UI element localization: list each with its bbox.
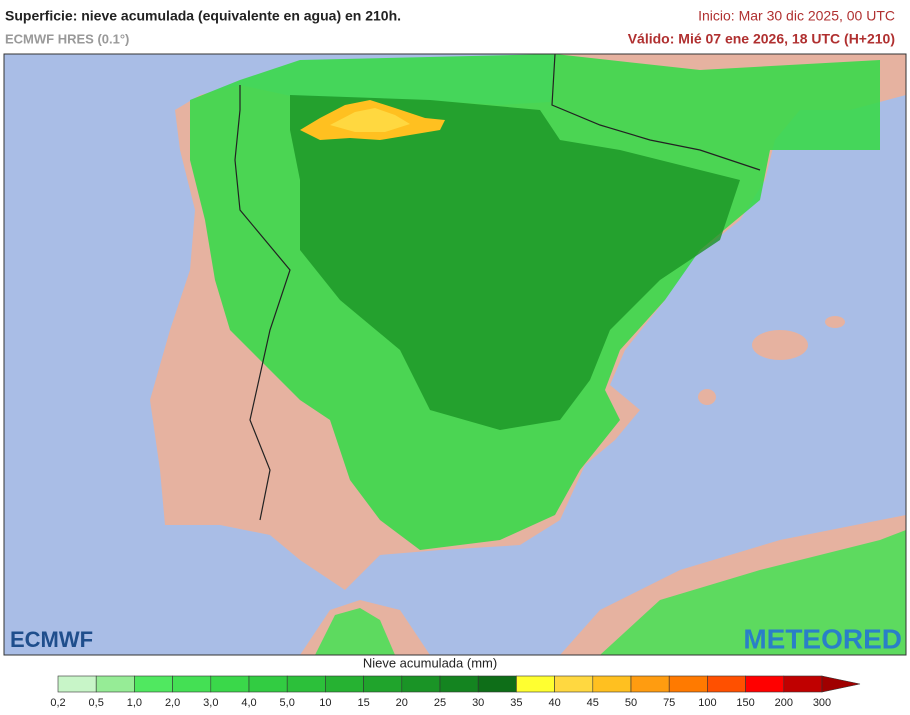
legend-swatch <box>554 675 594 693</box>
legend-label: 100 <box>698 697 716 709</box>
legend-label: 3,0 <box>203 697 218 709</box>
legend-label: 0,2 <box>50 697 65 709</box>
border <box>234 85 291 521</box>
legend-label: 10 <box>319 697 331 709</box>
island <box>698 389 716 405</box>
legend-swatch <box>172 675 212 693</box>
title: Superficie: nieve acumulada (equivalente… <box>5 8 401 24</box>
legend-swatch <box>477 675 517 693</box>
legend-label: 15 <box>357 697 369 709</box>
legend-swatch <box>363 675 403 693</box>
model: ECMWF HRES (0.1°) <box>5 31 129 46</box>
border <box>551 54 761 171</box>
legend-swatch <box>516 675 555 693</box>
legend-swatch <box>210 675 250 693</box>
snow-max-core <box>330 108 410 132</box>
legend-label: 0,5 <box>89 697 104 709</box>
legend-swatch <box>630 675 670 693</box>
legend-label: 2,0 <box>165 697 180 709</box>
legend-label: 25 <box>434 697 446 709</box>
legend-label: 150 <box>736 697 754 709</box>
legend-swatch <box>439 675 479 693</box>
start-time: Inicio: Mar 30 dic 2025, 00 UTC <box>698 8 895 24</box>
legend-swatch <box>745 675 785 693</box>
legend-swatch <box>286 675 326 693</box>
legend-label: 50 <box>625 697 637 709</box>
logo-meteored: METEORED <box>743 623 902 654</box>
legend-swatch <box>592 675 632 693</box>
legend-title: Nieve acumulada (mm) <box>363 655 497 670</box>
snow-area <box>600 530 906 655</box>
snow-area-dark <box>290 95 740 430</box>
legend-label: 4,0 <box>241 697 256 709</box>
legend-label: 45 <box>587 697 599 709</box>
snow-area <box>315 608 395 655</box>
logo-ecmwf: ECMWF <box>10 627 93 652</box>
legend-label: 300 <box>813 697 831 709</box>
map-frame <box>3 53 907 656</box>
legend-swatch <box>401 675 441 693</box>
legend-swatch <box>134 675 173 693</box>
valid-time: Válido: Mié 07 ene 2026, 18 UTC (H+210) <box>628 31 895 47</box>
legend-swatch <box>325 675 364 693</box>
legend-arrow <box>821 675 861 693</box>
legend-swatch <box>707 675 746 693</box>
legend-swatch <box>783 675 823 693</box>
legend-swatch <box>248 675 288 693</box>
island <box>825 316 845 328</box>
map <box>3 53 907 656</box>
legend-label: 40 <box>548 697 560 709</box>
legend-label: 75 <box>663 697 675 709</box>
legend-label: 35 <box>510 697 522 709</box>
legend-label: 5,0 <box>280 697 295 709</box>
legend-swatch <box>57 675 97 693</box>
legend: 0,2 0,5 1,0 2,0 3,0 4,0 5,0 10 15 20 25 30 35 40 45 50 7… <box>50 675 861 709</box>
legend-label: 1,0 <box>127 697 142 709</box>
legend-swatch <box>95 675 135 693</box>
legend-swatch <box>668 675 708 693</box>
island <box>752 330 808 360</box>
legend-label: 30 <box>472 697 484 709</box>
legend-label: 20 <box>396 697 408 709</box>
legend-label: 200 <box>775 697 793 709</box>
